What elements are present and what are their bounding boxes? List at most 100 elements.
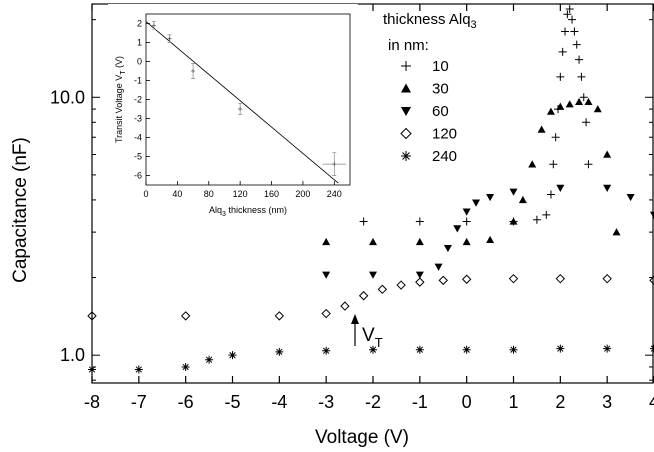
data-point <box>359 217 368 226</box>
x-tick-label: 3 <box>602 392 612 412</box>
series-30 <box>322 97 621 246</box>
inset-x-tick-label: 120 <box>233 189 248 199</box>
legend-marker <box>401 151 411 161</box>
data-point <box>415 237 424 246</box>
series-120 <box>87 273 654 321</box>
inset-data-point <box>151 23 156 28</box>
series-240 <box>88 344 654 374</box>
series-60 <box>322 184 654 279</box>
data-point <box>603 184 612 192</box>
data-point <box>528 160 537 168</box>
inset-data-point <box>332 162 337 167</box>
inset-y-tick-label: -5 <box>134 152 142 162</box>
inset-x-axis-label: Alq3 thickness (nm) <box>209 205 287 218</box>
data-point <box>556 102 565 110</box>
y-tick-label: 10.0 <box>50 87 85 107</box>
data-point <box>396 280 406 290</box>
data-point <box>603 344 612 353</box>
data-point <box>181 362 190 371</box>
vt-annotation: VT <box>351 314 383 350</box>
data-point <box>565 4 574 13</box>
x-tick-label: 4 <box>649 392 654 412</box>
data-point <box>549 160 558 169</box>
data-point <box>228 351 237 360</box>
data-point <box>649 275 654 286</box>
data-point <box>377 284 388 295</box>
inset-y-tick-label: -6 <box>134 171 142 181</box>
data-point <box>415 217 424 226</box>
vt-label: VT <box>362 325 383 350</box>
data-point <box>88 365 96 374</box>
data-point <box>546 190 555 199</box>
data-point <box>462 208 471 216</box>
inset-x-tick-label: 160 <box>264 189 279 199</box>
data-point <box>542 210 551 219</box>
legend: thickness Alq3 in nm: 10 30 60 120 240 <box>383 11 477 165</box>
inset-y-tick-label: -4 <box>134 133 142 143</box>
data-point <box>415 277 425 287</box>
legend-title-line1: thickness Alq3 <box>383 11 477 31</box>
data-point <box>575 97 584 106</box>
inset-background <box>108 4 358 223</box>
data-point <box>369 271 377 279</box>
data-point <box>650 211 654 219</box>
inset-x-tick-label: 240 <box>327 189 342 199</box>
data-point <box>565 100 574 108</box>
data-point <box>556 344 565 353</box>
inset-y-tick-label: 2 <box>137 19 142 29</box>
data-point <box>461 274 472 284</box>
inset-x-tick-label: 80 <box>204 189 214 199</box>
data-point <box>87 311 97 321</box>
data-point <box>509 188 518 196</box>
data-point <box>275 347 284 356</box>
legend-marker <box>401 61 411 71</box>
data-point <box>563 10 572 19</box>
main-plot-area: -8 -7 -6 -5 -4 -3 -2 -1 0 1 2 3 4 1.0 10.0 <box>50 3 654 412</box>
data-point <box>579 93 588 102</box>
data-point <box>205 355 214 364</box>
legend-entry-label: 10 <box>432 58 449 75</box>
data-point <box>134 365 143 374</box>
x-tick-label: -1 <box>412 392 428 412</box>
data-point <box>537 125 546 133</box>
data-point <box>434 263 443 271</box>
x-tick-label: -7 <box>131 392 147 412</box>
data-point <box>322 237 331 246</box>
data-point <box>584 97 593 106</box>
legend-entry-label: 30 <box>432 81 449 98</box>
inset-y-tick-label: -1 <box>134 76 142 86</box>
data-point <box>322 346 331 355</box>
inset-y-tick-label: 1 <box>137 38 142 48</box>
data-point <box>509 217 518 225</box>
y-axis-label: Capacitance (nF) <box>10 137 31 283</box>
inset-data-point <box>238 107 243 111</box>
data-point <box>532 215 541 224</box>
legend-title-line2: in nm: <box>388 37 429 54</box>
data-point <box>486 235 495 244</box>
data-point <box>180 311 191 321</box>
data-point <box>369 345 377 354</box>
data-point <box>415 345 424 354</box>
inset-y-tick-label: -3 <box>134 114 142 124</box>
legend-marker <box>400 127 412 140</box>
data-point <box>570 27 579 36</box>
data-point <box>603 150 612 158</box>
data-point <box>584 160 593 169</box>
data-point <box>602 273 612 284</box>
legend-entry-label: 60 <box>432 103 449 120</box>
data-point <box>274 311 285 321</box>
data-point <box>438 275 448 286</box>
data-point <box>577 72 586 81</box>
vt-arrow-head <box>351 314 359 324</box>
data-point <box>321 308 331 319</box>
x-tick-label: 1 <box>508 392 518 412</box>
inset-y-tick-label: -2 <box>134 95 142 105</box>
data-point <box>369 237 377 246</box>
x-tick-label: -3 <box>318 392 334 412</box>
inset-plot: 0 40 80 120 160 200 240 2 1 0 -1 -2 -3 -4 -5 -6 Alq3 thi… <box>108 4 358 223</box>
x-tick-label: -4 <box>271 392 287 412</box>
data-point <box>593 105 602 113</box>
data-point <box>612 228 621 236</box>
data-point <box>575 55 584 64</box>
